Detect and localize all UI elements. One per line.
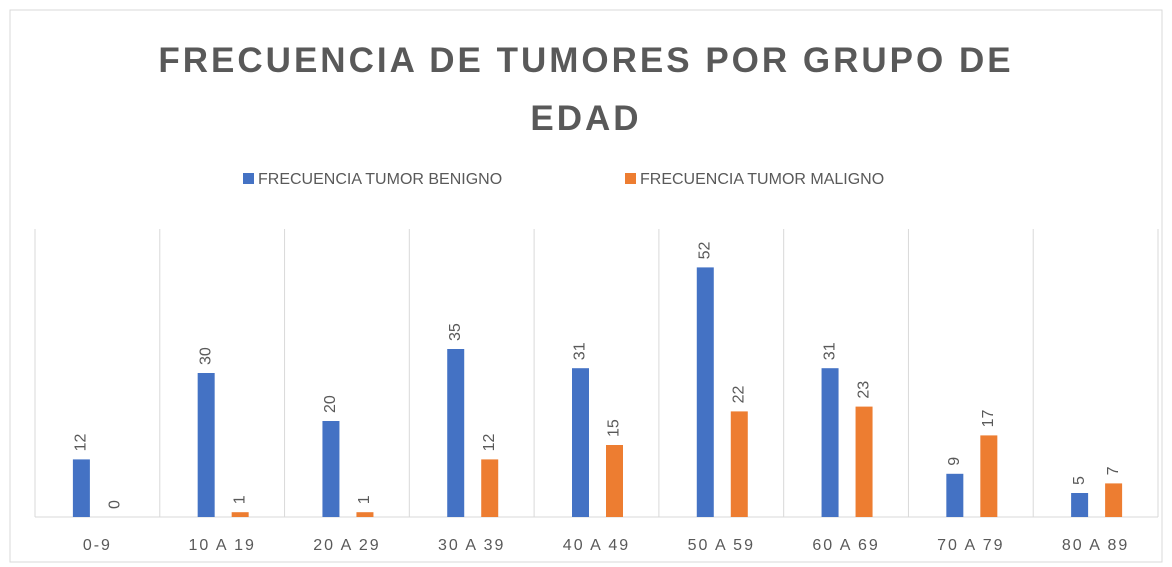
data-label: 0 [107, 500, 124, 509]
data-label: 30 [197, 347, 214, 365]
data-label: 23 [855, 381, 872, 399]
x-tick-label: 40 A 49 [563, 537, 630, 554]
bar [730, 411, 748, 517]
legend-label: FRECUENCIA TUMOR BENIGNO [258, 171, 502, 188]
data-label: 1 [356, 495, 373, 504]
bar [447, 349, 465, 517]
data-label: 31 [572, 342, 589, 360]
data-label: 20 [322, 395, 339, 413]
x-tick-label: 80 A 89 [1062, 537, 1129, 554]
data-label: 22 [730, 386, 747, 404]
bar [1105, 483, 1123, 517]
x-tick-label: 10 A 19 [188, 537, 255, 554]
bar [980, 435, 998, 517]
data-label: 7 [1105, 466, 1122, 475]
bar [855, 406, 873, 517]
x-tick-label: 20 A 29 [313, 537, 380, 554]
x-tick-label: 70 A 79 [937, 537, 1004, 554]
bar [356, 512, 374, 517]
x-tick-label: 0-9 [83, 537, 112, 554]
bar [946, 473, 964, 517]
data-label: 12 [481, 434, 498, 452]
data-label: 52 [696, 242, 713, 260]
data-label: 31 [821, 342, 838, 360]
data-label: 17 [980, 410, 997, 428]
x-tick-label: 30 A 39 [438, 537, 505, 554]
data-label: 9 [946, 457, 963, 466]
x-tick-label: 60 A 69 [812, 537, 879, 554]
data-label: 35 [447, 323, 464, 341]
legend-swatch [625, 173, 636, 184]
legend-label: FRECUENCIA TUMOR MALIGNO [640, 171, 884, 188]
bar [821, 368, 839, 517]
bar [231, 512, 249, 517]
data-label: 5 [1071, 476, 1088, 485]
bar [606, 445, 623, 517]
bar [481, 459, 499, 517]
x-tick-label: 50 A 59 [688, 537, 755, 554]
bar [322, 421, 340, 517]
bar [572, 368, 589, 517]
bar [197, 373, 215, 517]
bar [1071, 493, 1089, 517]
data-label: 12 [73, 434, 90, 452]
legend-swatch [243, 173, 254, 184]
chart-border [9, 9, 1163, 563]
bar [696, 267, 714, 517]
data-label: 15 [606, 419, 623, 437]
chart-title: FRECUENCIA DE TUMORES POR GRUPO DE EDAD [158, 41, 1014, 138]
data-label: 1 [231, 495, 248, 504]
bar [72, 459, 90, 517]
